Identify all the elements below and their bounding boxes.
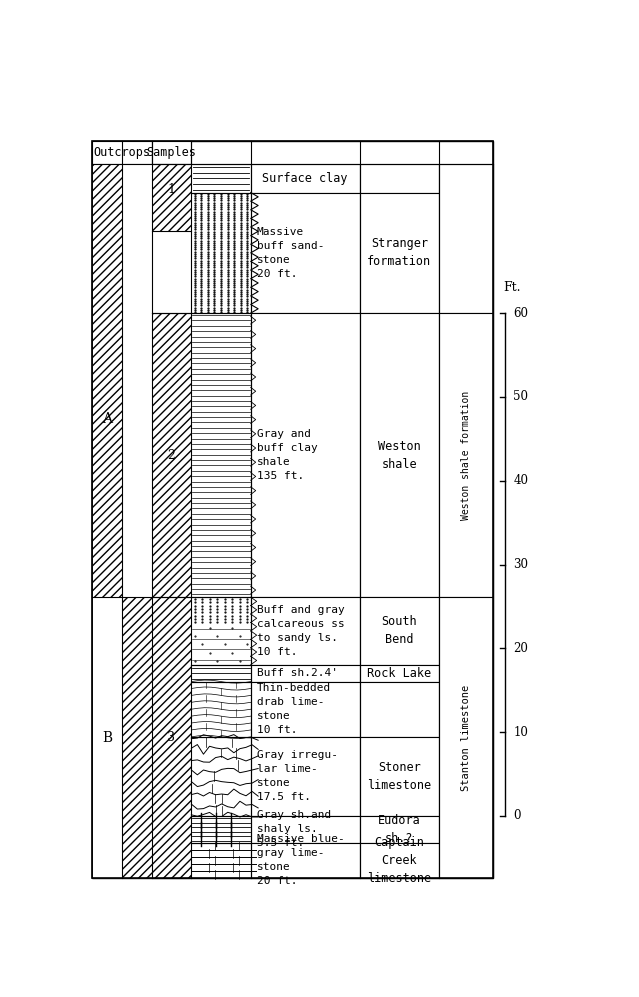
Text: B: B <box>102 731 112 745</box>
Bar <box>92 597 122 878</box>
Bar <box>439 597 493 878</box>
Text: Massive blue-
gray lime-
stone
20 ft.: Massive blue- gray lime- stone 20 ft. <box>257 834 344 886</box>
Bar <box>250 192 360 313</box>
Bar <box>151 313 191 597</box>
Bar <box>151 597 191 878</box>
Bar <box>250 737 360 816</box>
Text: Weston shale formation: Weston shale formation <box>461 391 471 519</box>
Text: 30: 30 <box>513 558 528 571</box>
Text: Ft.: Ft. <box>503 281 520 294</box>
Bar <box>360 165 439 192</box>
Text: 0: 0 <box>513 810 521 823</box>
Bar <box>250 682 360 737</box>
Text: 20: 20 <box>513 642 528 655</box>
Text: Thin-bedded
drab lime-
stone
10 ft.: Thin-bedded drab lime- stone 10 ft. <box>257 683 331 735</box>
Text: 50: 50 <box>513 391 528 404</box>
Bar <box>360 192 439 313</box>
Bar <box>360 597 439 665</box>
Text: 1: 1 <box>167 183 176 196</box>
Text: 10: 10 <box>513 726 528 739</box>
Bar <box>92 165 122 597</box>
Text: Gray sh.and
shaly ls.
5.5 ft.: Gray sh.and shaly ls. 5.5 ft. <box>257 811 331 848</box>
Bar <box>250 816 360 842</box>
Text: Surface clay: Surface clay <box>263 171 348 184</box>
Bar <box>191 842 250 878</box>
Bar <box>151 142 191 165</box>
Bar <box>191 165 250 192</box>
Bar <box>151 165 191 231</box>
Text: 40: 40 <box>513 475 528 488</box>
Bar <box>360 842 439 878</box>
Bar <box>151 231 191 313</box>
Text: South
Bend: South Bend <box>381 615 417 646</box>
Text: Outcrops: Outcrops <box>93 147 150 160</box>
Bar <box>92 142 493 878</box>
Text: Eudora
sh.?: Eudora sh.? <box>378 814 420 844</box>
Bar <box>191 737 250 816</box>
Bar <box>122 597 151 878</box>
Bar <box>191 665 250 682</box>
Text: 3: 3 <box>167 731 176 744</box>
Text: Stanton limestone: Stanton limestone <box>461 685 471 791</box>
Text: Massive
buff sand-
stone
20 ft.: Massive buff sand- stone 20 ft. <box>257 227 324 279</box>
Bar <box>360 665 439 682</box>
Bar <box>250 842 360 878</box>
Text: Stranger
formation: Stranger formation <box>367 237 431 268</box>
Bar <box>191 682 250 737</box>
Bar <box>439 165 493 313</box>
Bar <box>360 682 439 737</box>
Text: Samples: Samples <box>146 147 196 160</box>
Bar <box>191 192 250 313</box>
Bar <box>250 597 360 665</box>
Text: Gray and
buff clay
shale
135 ft.: Gray and buff clay shale 135 ft. <box>257 429 318 482</box>
Text: 60: 60 <box>513 307 528 320</box>
Bar <box>439 313 493 597</box>
Bar <box>250 165 360 192</box>
Bar <box>250 313 360 597</box>
Bar <box>122 165 151 597</box>
Text: Gray irregu-
lar lime-
stone
17.5 ft.: Gray irregu- lar lime- stone 17.5 ft. <box>257 751 337 803</box>
Bar <box>191 816 250 842</box>
Text: 2: 2 <box>167 449 176 462</box>
Bar <box>360 737 439 816</box>
Bar <box>360 313 439 597</box>
Text: Buff and gray
calcareous ss
to sandy ls.
10 ft.: Buff and gray calcareous ss to sandy ls.… <box>257 605 344 657</box>
Text: Stoner
limestone: Stoner limestone <box>367 761 431 792</box>
Bar <box>92 142 151 165</box>
Bar <box>191 313 250 597</box>
Text: Captain
Creek
limestone: Captain Creek limestone <box>367 835 431 885</box>
Text: Buff sh.2.4': Buff sh.2.4' <box>257 668 337 678</box>
Bar <box>360 816 439 842</box>
Text: A: A <box>102 412 112 426</box>
Bar <box>250 665 360 682</box>
Text: Weston
shale: Weston shale <box>378 440 420 471</box>
Bar <box>92 142 493 878</box>
Bar <box>191 597 250 665</box>
Text: Rock Lake: Rock Lake <box>367 667 431 680</box>
